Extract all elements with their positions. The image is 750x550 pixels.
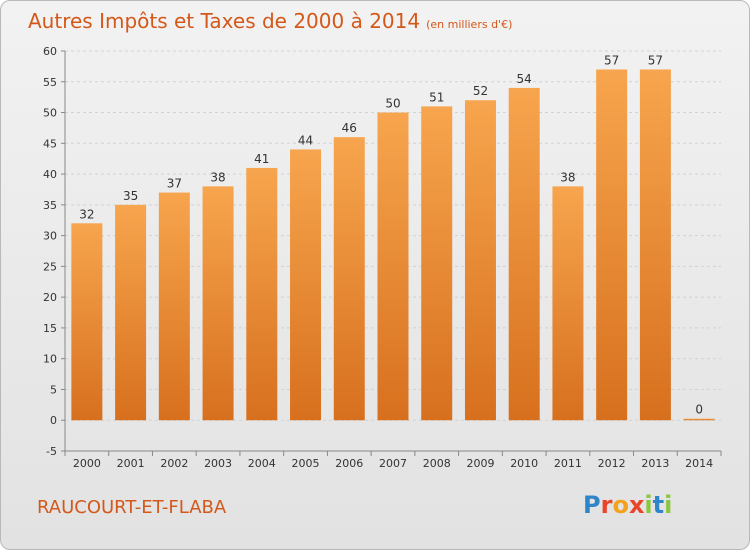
value-label: 50 — [385, 97, 400, 111]
bar — [158, 192, 190, 421]
value-label: 44 — [298, 133, 313, 147]
x-tick-label: 2014 — [685, 457, 713, 470]
x-tick-label: 2009 — [466, 457, 494, 470]
x-tick-label: 2011 — [554, 457, 582, 470]
value-label: 37 — [167, 177, 182, 191]
value-label: 38 — [560, 170, 575, 184]
x-tick-label: 2008 — [423, 457, 451, 470]
x-tick-label: 2010 — [510, 457, 538, 470]
bar — [333, 137, 365, 421]
chart-title: Autres Impôts et Taxes de 2000 à 2014 (en… — [28, 9, 512, 33]
bar — [596, 69, 628, 421]
value-label: 35 — [123, 189, 138, 203]
y-tick-label: 45 — [43, 137, 57, 150]
bar — [115, 204, 147, 421]
x-tick-label: 2012 — [598, 457, 626, 470]
bar — [71, 223, 103, 421]
y-tick-label: 40 — [43, 168, 57, 181]
y-tick-label: 50 — [43, 107, 57, 120]
x-tick-label: 2004 — [248, 457, 276, 470]
y-tick-label: 15 — [43, 322, 57, 335]
x-tick-label: 2013 — [641, 457, 669, 470]
value-label: 51 — [429, 90, 444, 104]
y-tick-label: 30 — [43, 230, 57, 243]
bar — [202, 186, 234, 421]
x-tick-label: 2007 — [379, 457, 407, 470]
y-tick-label: 25 — [43, 260, 57, 273]
value-label: 41 — [254, 152, 269, 166]
y-tick-label: 55 — [43, 76, 57, 89]
bar — [377, 112, 409, 421]
bar — [246, 167, 278, 421]
value-label: 54 — [517, 72, 532, 86]
y-tick-label: -5 — [46, 445, 57, 458]
commune-name: RAUCOURT-ET-FLABA — [37, 497, 227, 518]
chart-subtitle: (en milliers d'€) — [426, 18, 513, 31]
x-tick-label: 2003 — [204, 457, 232, 470]
x-tick-label: 2000 — [73, 457, 101, 470]
x-tick-label: 2002 — [160, 457, 188, 470]
x-tick-label: 2001 — [117, 457, 145, 470]
bar — [290, 149, 322, 421]
y-tick-label: 10 — [43, 353, 57, 366]
proxiti-logo: Proxiti — [583, 491, 673, 519]
y-tick-label: 20 — [43, 291, 57, 304]
value-label: 57 — [604, 53, 619, 67]
chart-title-text: Autres Impôts et Taxes de 2000 à 2014 — [28, 9, 421, 33]
bar — [508, 87, 540, 421]
bar — [639, 69, 671, 421]
y-tick-label: 35 — [43, 199, 57, 212]
y-tick-label: 5 — [50, 383, 57, 396]
bar — [464, 100, 496, 421]
value-label: 32 — [79, 207, 94, 221]
value-label: 46 — [342, 121, 357, 135]
x-tick-label: 2006 — [335, 457, 363, 470]
y-tick-label: 60 — [43, 45, 57, 58]
bar — [421, 106, 453, 421]
bar — [552, 186, 584, 421]
value-label: 57 — [648, 53, 663, 67]
y-tick-label: 0 — [50, 414, 57, 427]
value-label: 38 — [210, 170, 225, 184]
value-label: 0 — [695, 403, 703, 417]
value-label: 52 — [473, 84, 488, 98]
bar — [683, 418, 715, 421]
x-tick-label: 2005 — [292, 457, 320, 470]
